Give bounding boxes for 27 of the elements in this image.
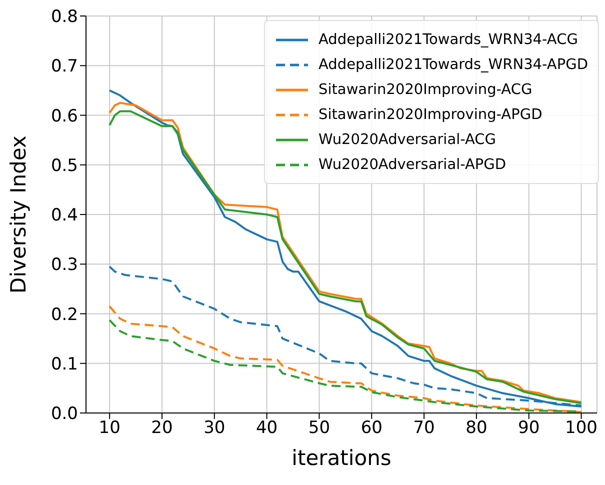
legend-label: Addepalli2021Towards_WRN34-APGD [318, 56, 588, 72]
y-tick-label: 0.0 [50, 404, 78, 424]
x-tick-label: 30 [204, 418, 226, 438]
y-tick-label: 0.5 [50, 156, 78, 176]
x-tick-label: 20 [151, 418, 173, 438]
x-tick-label: 100 [565, 418, 598, 438]
x-tick-label: 60 [360, 418, 382, 438]
y-axis-title: Diversity Index [6, 136, 30, 294]
x-axis-title: iterations [292, 446, 392, 470]
legend-label: Sitawarin2020Improving-APGD [318, 106, 542, 122]
legend-label: Wu2020Adversarial-ACG [318, 132, 496, 148]
legend-label: Addepalli2021Towards_WRN34-ACG [318, 32, 578, 48]
y-tick-label: 0.8 [50, 7, 78, 28]
legend-label: Sitawarin2020Improving-ACG [318, 82, 532, 98]
x-tick-label: 90 [518, 418, 540, 438]
x-tick-label: 80 [466, 418, 488, 438]
legend-label: Wu2020Adversarial-APGD [318, 156, 506, 172]
y-tick-label: 0.4 [50, 206, 78, 226]
y-tick-label: 0.1 [50, 354, 78, 374]
x-tick-label: 10 [98, 418, 120, 438]
y-tick-label: 0.6 [50, 106, 78, 126]
x-tick-label: 70 [413, 418, 435, 438]
y-tick-label: 0.7 [50, 56, 78, 77]
x-tick-label: 40 [256, 418, 278, 438]
y-tick-label: 0.3 [50, 255, 78, 276]
y-tick-label: 0.2 [50, 304, 78, 325]
x-tick-label: 50 [308, 418, 330, 438]
